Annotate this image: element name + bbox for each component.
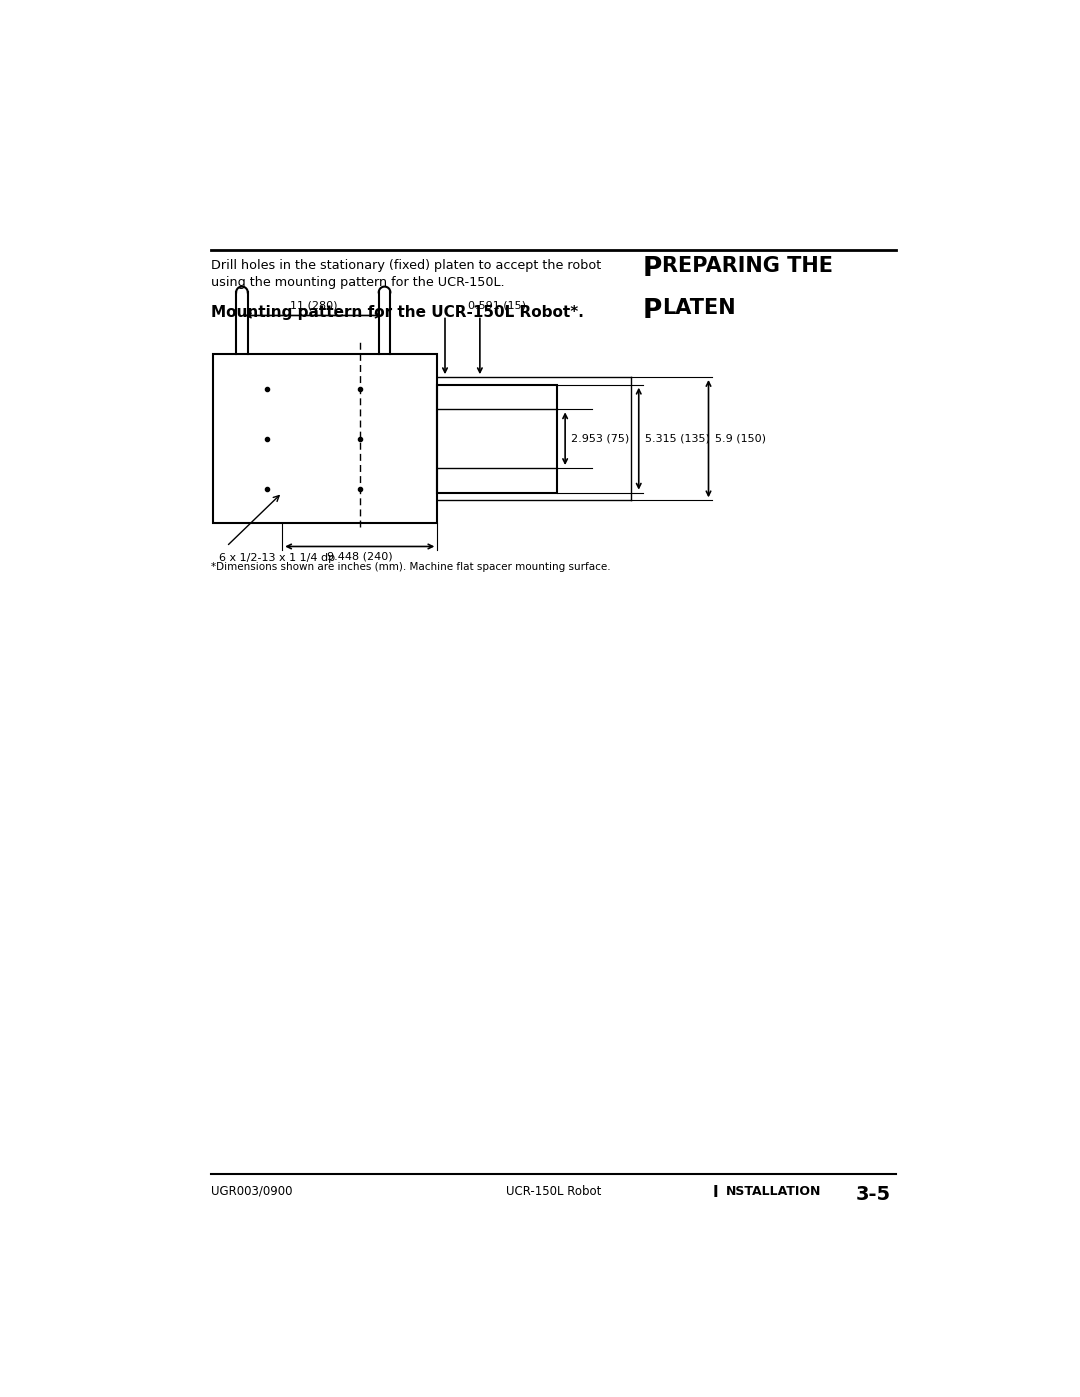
- Text: 6 x 1/2-13 x 1 1/4 dp: 6 x 1/2-13 x 1 1/4 dp: [218, 553, 335, 563]
- Text: I: I: [713, 1185, 718, 1200]
- Text: UCR-150L Robot: UCR-150L Robot: [505, 1185, 602, 1197]
- Text: UGR003/0900: UGR003/0900: [211, 1185, 293, 1197]
- Text: P: P: [643, 298, 662, 324]
- Text: 2.953 (75): 2.953 (75): [571, 433, 630, 444]
- Bar: [213, 353, 437, 524]
- Text: REPARING THE: REPARING THE: [662, 256, 833, 277]
- Text: LATEN: LATEN: [662, 298, 735, 317]
- Text: P: P: [643, 256, 662, 282]
- Bar: [437, 384, 557, 493]
- Text: 3-5: 3-5: [855, 1185, 891, 1204]
- Text: 5.315 (135): 5.315 (135): [645, 433, 710, 444]
- Text: *Dimensions shown are inches (mm). Machine flat spacer mounting surface.: *Dimensions shown are inches (mm). Machi…: [211, 562, 610, 571]
- Text: Drill holes in the stationary (fixed) platen to accept the robot
using the mount: Drill holes in the stationary (fixed) pl…: [211, 260, 602, 289]
- Text: 11 (280): 11 (280): [289, 300, 337, 310]
- Text: 9.448 (240): 9.448 (240): [327, 552, 392, 562]
- Text: NSTALLATION: NSTALLATION: [727, 1185, 822, 1197]
- Text: Mounting pattern for the UCR-150L Robot*.: Mounting pattern for the UCR-150L Robot*…: [211, 306, 584, 320]
- Text: 5.9 (150): 5.9 (150): [715, 433, 766, 444]
- Text: 0.591 (15): 0.591 (15): [469, 300, 526, 310]
